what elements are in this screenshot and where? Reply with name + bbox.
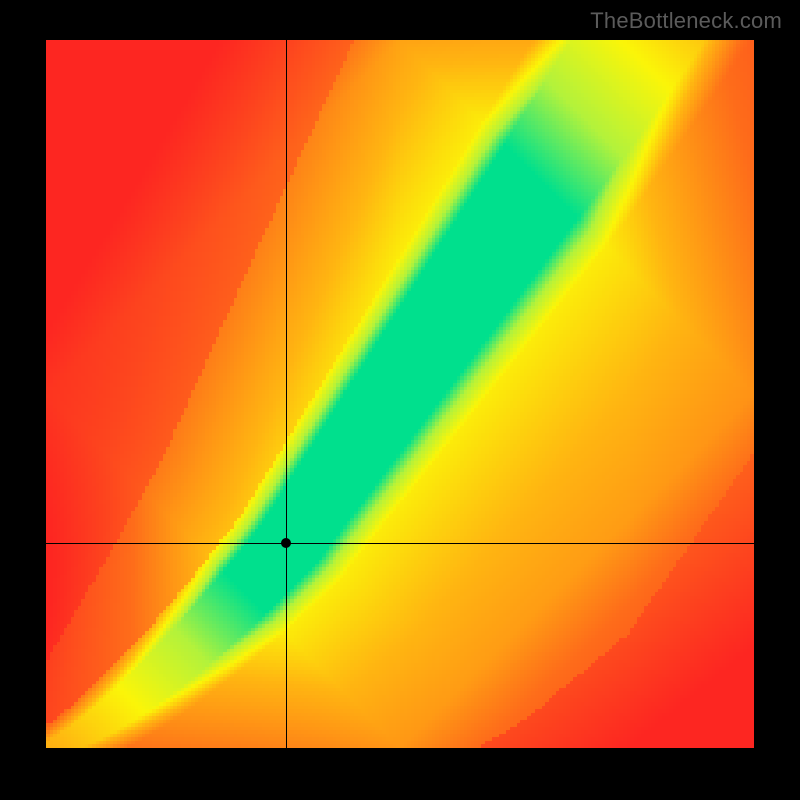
attribution-text: TheBottleneck.com <box>590 8 782 34</box>
heatmap-plot-area[interactable] <box>46 40 754 748</box>
heatmap-canvas <box>46 40 754 748</box>
